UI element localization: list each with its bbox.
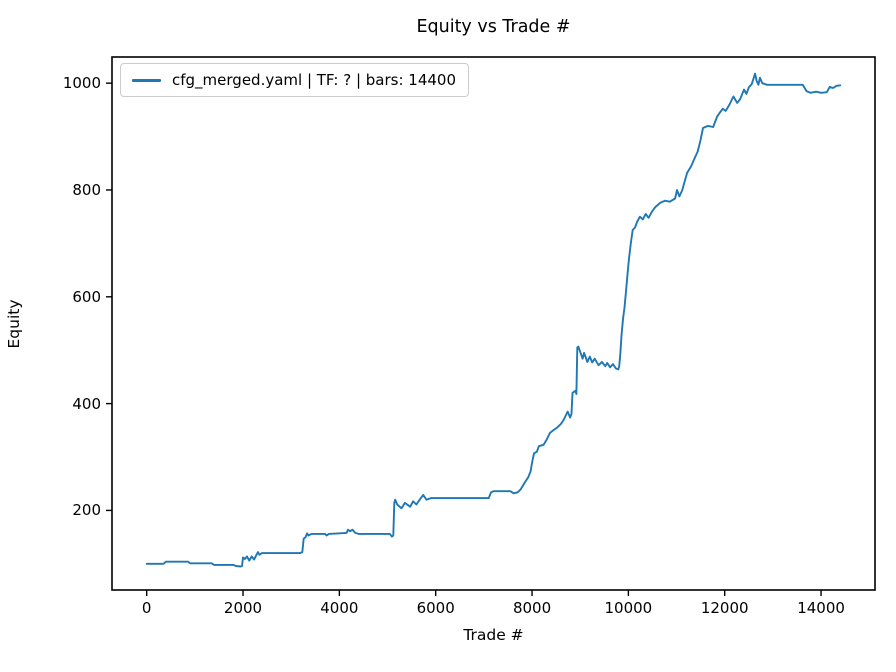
legend: cfg_merged.yaml | TF: ? | bars: 14400 bbox=[120, 63, 470, 97]
x-tick-label: 6000 bbox=[416, 599, 455, 617]
chart-title: Equity vs Trade # bbox=[416, 17, 571, 37]
y-tick-label: 800 bbox=[72, 180, 101, 199]
x-tick-label: 12000 bbox=[700, 599, 749, 617]
y-tick-label: 600 bbox=[72, 287, 101, 306]
y-tick-label: 200 bbox=[72, 501, 101, 520]
equity-curve bbox=[145, 72, 842, 568]
x-tick-label: 4000 bbox=[320, 599, 359, 617]
legend-line-sample-icon bbox=[132, 78, 161, 82]
plot-frame bbox=[111, 56, 876, 591]
x-tick-label: 8000 bbox=[512, 599, 552, 617]
y-tick-label: 400 bbox=[72, 394, 101, 413]
x-tick-label: 2000 bbox=[223, 599, 263, 617]
x-tick-label: 0 bbox=[141, 599, 152, 617]
y-tick-label: 1000 bbox=[62, 74, 101, 93]
x-tick-label: 14000 bbox=[797, 599, 845, 617]
x-axis-label: Trade # bbox=[463, 626, 524, 644]
legend-entry-label: cfg_merged.yaml | TF: ? | bars: 14400 bbox=[172, 71, 457, 89]
y-axis-label: Equity bbox=[5, 299, 23, 349]
x-tick-label: 10000 bbox=[604, 599, 653, 617]
